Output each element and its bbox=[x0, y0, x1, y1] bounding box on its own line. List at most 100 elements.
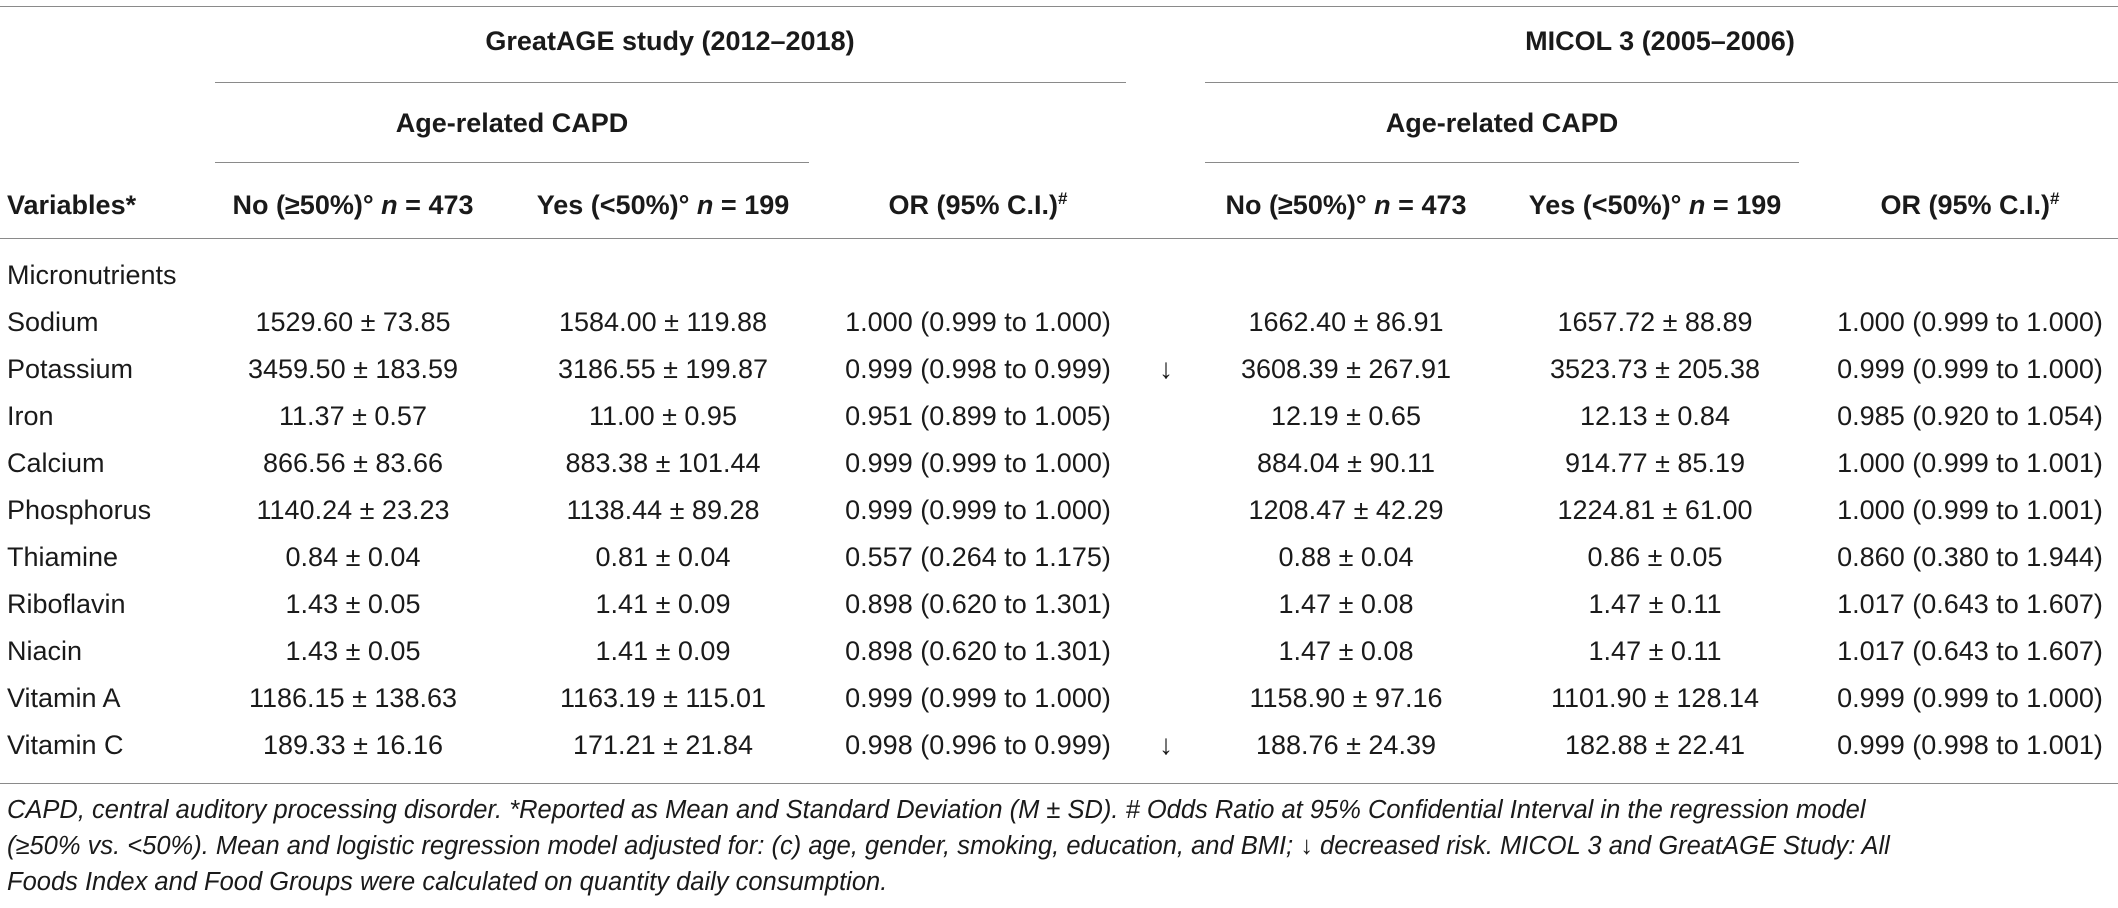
cell-study1-yes: 3186.55 ± 199.87 bbox=[557, 354, 769, 384]
or-sup: # bbox=[2050, 189, 2060, 208]
cell-study2-yes: 12.13 ± 0.84 bbox=[1580, 401, 1730, 431]
no-label: No (≥50%)° bbox=[232, 190, 374, 220]
cell-study1-yes: 1163.19 ± 115.01 bbox=[560, 683, 766, 713]
n-symbol: n bbox=[1688, 190, 1706, 220]
cell-study1-no: 3459.50 ± 183.59 bbox=[247, 354, 459, 384]
yes-label: Yes (<50%)° bbox=[1528, 190, 1682, 220]
footnote-line: CAPD, central auditory processing disord… bbox=[7, 796, 1866, 824]
group-label-study2: Age-related CAPD bbox=[1385, 108, 1619, 138]
cell-study2-yes: 1101.90 ± 128.14 bbox=[1551, 683, 1759, 713]
row-label: Vitamin A bbox=[7, 683, 121, 713]
cell-study2-no: 1.47 ± 0.08 bbox=[1278, 589, 1414, 619]
footnote-line: (≥50% vs. <50%). Mean and logistic regre… bbox=[7, 832, 1890, 860]
cell-study2-yes: 1224.81 ± 61.00 bbox=[1557, 495, 1753, 525]
cell-study1-or: 0.898 (0.620 to 1.301) bbox=[845, 636, 1111, 666]
cell-study1-or: 1.000 (0.999 to 1.000) bbox=[845, 307, 1111, 337]
cell-study2-or: 1.017 (0.643 to 1.607) bbox=[1837, 589, 2103, 619]
decreased-risk-icon: ↓ bbox=[1159, 353, 1173, 384]
cell-study2-or: 1.000 (0.999 to 1.000) bbox=[1837, 307, 2103, 337]
cell-study2-or: 0.999 (0.999 to 1.000) bbox=[1837, 354, 2103, 384]
cell-study2-no: 12.19 ± 0.65 bbox=[1271, 401, 1421, 431]
decreased-risk-icon: ↓ bbox=[1159, 729, 1173, 760]
cell-study1-or: 0.951 (0.899 to 1.005) bbox=[845, 401, 1111, 431]
row-label: Riboflavin bbox=[7, 589, 126, 619]
col-no-header-study1: No (≥50%)° n = 473 bbox=[233, 188, 474, 222]
study1-rule bbox=[215, 82, 1126, 83]
cell-study1-yes: 0.81 ± 0.04 bbox=[595, 542, 731, 572]
group-label-study1: Age-related CAPD bbox=[395, 108, 629, 138]
or-label: OR (95% C.I.) bbox=[1880, 190, 2051, 220]
n-symbol: n bbox=[1374, 190, 1391, 220]
row-label: Potassium bbox=[7, 354, 134, 384]
yes-label: Yes (<50%)° bbox=[536, 190, 690, 220]
cell-study2-or: 0.999 (0.999 to 1.000) bbox=[1837, 683, 2103, 713]
body-bottom-rule bbox=[0, 783, 2118, 784]
col-yes-header-study1: Yes (<50%)° n = 199 bbox=[537, 188, 790, 222]
study2-rule bbox=[1205, 82, 2118, 83]
cell-study2-or: 1.017 (0.643 to 1.607) bbox=[1837, 636, 2103, 666]
cell-study2-or: 1.000 (0.999 to 1.001) bbox=[1837, 495, 2103, 525]
row-label: Vitamin C bbox=[7, 730, 124, 760]
col-or-header-study2: OR (95% C.I.)# bbox=[1881, 188, 2060, 222]
or-label: OR (95% C.I.) bbox=[888, 190, 1059, 220]
row-label: Iron bbox=[7, 401, 54, 431]
n-symbol: n bbox=[696, 190, 714, 220]
cell-study1-no: 189.33 ± 16.16 bbox=[263, 730, 443, 760]
study1-title: GreatAGE study (2012–2018) bbox=[485, 26, 855, 56]
cell-study2-yes: 914.77 ± 85.19 bbox=[1565, 448, 1745, 478]
group2-rule bbox=[1205, 162, 1799, 163]
cell-study2-no: 884.04 ± 90.11 bbox=[1257, 448, 1435, 478]
cell-study1-or: 0.999 (0.999 to 1.000) bbox=[845, 495, 1111, 525]
cell-study1-yes: 1.41 ± 0.09 bbox=[595, 589, 731, 619]
cell-study2-no: 1208.47 ± 42.29 bbox=[1248, 495, 1444, 525]
top-rule bbox=[0, 6, 2118, 7]
cell-study2-yes: 3523.73 ± 205.38 bbox=[1549, 354, 1761, 384]
cell-study2-yes: 0.86 ± 0.05 bbox=[1587, 542, 1723, 572]
n-yes-value: = 199 bbox=[720, 190, 790, 220]
cell-study2-no: 1.47 ± 0.08 bbox=[1278, 636, 1414, 666]
cell-study1-yes: 1.41 ± 0.09 bbox=[595, 636, 731, 666]
n-no-value: = 473 bbox=[405, 190, 474, 220]
cell-study2-or: 1.000 (0.999 to 1.001) bbox=[1837, 448, 2103, 478]
cell-study2-yes: 1.47 ± 0.11 bbox=[1588, 589, 1722, 619]
cell-study2-no: 1158.90 ± 97.16 bbox=[1249, 683, 1443, 713]
cell-study1-or: 0.999 (0.999 to 1.000) bbox=[845, 683, 1111, 713]
cell-study2-yes: 1657.72 ± 88.89 bbox=[1557, 307, 1753, 337]
group1-rule bbox=[215, 162, 809, 163]
row-label: Phosphorus bbox=[7, 495, 152, 525]
cell-study1-no: 1140.24 ± 23.23 bbox=[256, 495, 450, 525]
col-yes-header-study2: Yes (<50%)° n = 199 bbox=[1529, 188, 1782, 222]
cell-study1-or: 0.898 (0.620 to 1.301) bbox=[845, 589, 1111, 619]
col-no-header-study2: No (≥50%)° n = 473 bbox=[1226, 188, 1467, 222]
cell-study1-yes: 11.00 ± 0.95 bbox=[589, 401, 737, 431]
or-sup: # bbox=[1058, 189, 1068, 208]
cell-study1-no: 1186.15 ± 138.63 bbox=[249, 683, 457, 713]
cell-study1-yes: 1584.00 ± 119.88 bbox=[559, 307, 767, 337]
cell-study1-yes: 171.21 ± 21.84 bbox=[573, 730, 753, 760]
n-yes-value: = 199 bbox=[1712, 190, 1782, 220]
footnote-line: Foods Index and Food Groups were calcula… bbox=[7, 868, 888, 896]
section-label: Micronutrients bbox=[7, 260, 177, 290]
n-no-value: = 473 bbox=[1398, 190, 1467, 220]
row-label: Thiamine bbox=[7, 542, 119, 572]
variables-header: Variables* bbox=[7, 190, 137, 220]
row-label: Sodium bbox=[7, 307, 99, 337]
cell-study1-no: 1529.60 ± 73.85 bbox=[255, 307, 451, 337]
cell-study2-or: 0.985 (0.920 to 1.054) bbox=[1837, 401, 2103, 431]
cell-study1-no: 1.43 ± 0.05 bbox=[285, 589, 421, 619]
cell-study1-or: 0.999 (0.999 to 1.000) bbox=[845, 448, 1111, 478]
n-symbol: n bbox=[381, 190, 398, 220]
row-label: Calcium bbox=[7, 448, 105, 478]
row-label: Niacin bbox=[7, 636, 83, 666]
cell-study2-or: 0.999 (0.998 to 1.001) bbox=[1837, 730, 2103, 760]
cell-study1-no: 0.84 ± 0.04 bbox=[285, 542, 421, 572]
cell-study2-no: 0.88 ± 0.04 bbox=[1278, 542, 1414, 572]
cell-study1-yes: 1138.44 ± 89.28 bbox=[566, 495, 760, 525]
study2-title: MICOL 3 (2005–2006) bbox=[1525, 26, 1795, 56]
cell-study2-no: 1662.40 ± 86.91 bbox=[1248, 307, 1444, 337]
cell-study2-or: 0.860 (0.380 to 1.944) bbox=[1837, 542, 2103, 572]
table-footnote: CAPD, central auditory processing disord… bbox=[7, 792, 2111, 900]
cell-study1-or: 0.998 (0.996 to 0.999) bbox=[845, 730, 1111, 760]
cell-study2-no: 188.76 ± 24.39 bbox=[1256, 730, 1436, 760]
